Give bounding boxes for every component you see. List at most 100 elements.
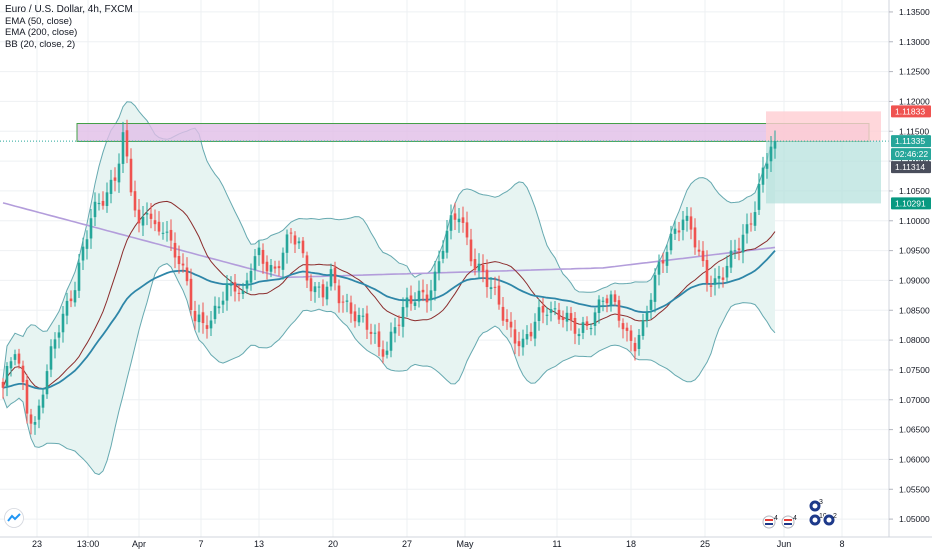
legend-bb[interactable]: BB (20, close, 2) [5, 38, 76, 50]
candle-body[interactable] [57, 332, 61, 338]
candle-body[interactable] [497, 285, 501, 305]
candle-body[interactable] [257, 247, 261, 256]
candle-body[interactable] [265, 261, 269, 272]
candle-body[interactable] [437, 261, 441, 274]
candle-body[interactable] [601, 300, 605, 302]
candle-body[interactable] [273, 266, 277, 269]
short-position-tool[interactable] [0, 111, 889, 204]
candle-body[interactable] [337, 285, 341, 304]
candle-body[interactable] [101, 200, 105, 206]
candle-body[interactable] [537, 307, 541, 322]
candle-body[interactable] [397, 324, 401, 326]
candle-body[interactable] [741, 234, 745, 253]
candle-body[interactable] [573, 317, 577, 334]
candle-body[interactable] [669, 233, 673, 251]
candle-body[interactable] [517, 341, 521, 347]
candle-body[interactable] [205, 325, 209, 329]
legend-ema50[interactable]: EMA (50, close) [5, 15, 73, 27]
candle-body[interactable] [297, 241, 301, 244]
candle-body[interactable] [141, 216, 145, 226]
candle-body[interactable] [769, 146, 773, 162]
candle-body[interactable] [289, 232, 293, 234]
candle-body[interactable] [713, 278, 717, 285]
candle-body[interactable] [77, 262, 81, 291]
candle-body[interactable] [325, 286, 329, 300]
candle-body[interactable] [13, 354, 17, 360]
candle-body[interactable] [633, 342, 637, 352]
candle-body[interactable] [625, 327, 629, 331]
candle-body[interactable] [441, 250, 445, 259]
symbol-title[interactable]: Euro / U.S. Dollar, 4h, FXCM [5, 4, 133, 15]
candle-body[interactable] [469, 239, 473, 262]
candle-body[interactable] [629, 330, 633, 341]
candle-body[interactable] [233, 282, 237, 292]
time-axis[interactable]: 23 13:00 Apr 7 13 20 27 May 11 18 25 Jun 8 [0, 536, 932, 550]
candle-body[interactable] [597, 299, 601, 314]
candle-body[interactable] [373, 332, 377, 334]
candle-body[interactable] [697, 249, 701, 252]
candle-body[interactable] [749, 223, 753, 225]
candle-body[interactable] [417, 290, 421, 302]
candle-body[interactable] [401, 306, 405, 327]
candle-body[interactable] [177, 256, 181, 265]
candle-body[interactable] [461, 217, 465, 223]
price-axis[interactable]: 1.13500 1.13000 1.12500 1.12000 1.11500 1.110… [888, 0, 932, 537]
candle-body[interactable] [509, 321, 513, 328]
candle-body[interactable] [501, 306, 505, 321]
candle-body[interactable] [317, 286, 321, 288]
candle-body[interactable] [329, 269, 333, 287]
candle-body[interactable] [725, 265, 729, 278]
resistance-zone-rect[interactable] [76, 123, 870, 142]
candle-body[interactable] [681, 219, 685, 231]
candle-body[interactable] [345, 300, 349, 302]
candle-body[interactable] [381, 349, 385, 357]
candle-body[interactable] [457, 218, 461, 223]
candle-body[interactable] [605, 298, 609, 304]
candle-body[interactable] [425, 294, 429, 303]
candle-body[interactable] [465, 222, 469, 238]
candle-body[interactable] [185, 267, 189, 282]
candle-body[interactable] [557, 309, 561, 320]
candle-body[interactable] [377, 331, 381, 347]
candle-body[interactable] [245, 280, 249, 289]
candle-body[interactable] [93, 201, 97, 218]
candle-body[interactable] [285, 234, 289, 253]
candle-body[interactable] [545, 314, 549, 316]
candle-body[interactable] [29, 414, 33, 424]
candle-body[interactable] [49, 346, 53, 370]
candle-body[interactable] [493, 286, 497, 288]
candle-body[interactable] [173, 242, 177, 258]
candle-body[interactable] [473, 259, 477, 270]
candle-body[interactable] [309, 278, 313, 292]
candle-body[interactable] [85, 239, 89, 249]
candle-body[interactable] [41, 394, 45, 408]
candle-body[interactable] [53, 339, 57, 349]
candle-body[interactable] [677, 230, 681, 233]
candle-body[interactable] [477, 263, 481, 271]
candle-body[interactable] [341, 301, 345, 303]
candle-body[interactable] [181, 263, 185, 266]
candle-body[interactable] [525, 334, 529, 340]
candle-body[interactable] [429, 290, 433, 301]
candle-body[interactable] [649, 299, 653, 310]
candle-body[interactable] [301, 240, 305, 254]
candle-body[interactable] [25, 379, 29, 414]
candle-body[interactable] [21, 365, 25, 383]
candle-body[interactable] [589, 328, 593, 330]
candle-body[interactable] [109, 179, 113, 194]
candle-body[interactable] [773, 141, 777, 149]
candle-body[interactable] [17, 353, 21, 364]
candle-body[interactable] [753, 212, 757, 226]
candle-body[interactable] [505, 319, 509, 322]
event-markers[interactable]: 4 4 3 10 2 [762, 499, 837, 529]
candle-body[interactable] [321, 284, 325, 298]
candle-body[interactable] [541, 306, 545, 313]
candlestick-series[interactable] [1, 119, 777, 435]
candle-body[interactable] [521, 338, 525, 348]
candle-body[interactable] [113, 177, 117, 181]
candle-body[interactable] [445, 230, 449, 253]
candle-body[interactable] [153, 220, 157, 225]
candle-body[interactable] [277, 266, 281, 269]
candle-body[interactable] [249, 270, 253, 283]
